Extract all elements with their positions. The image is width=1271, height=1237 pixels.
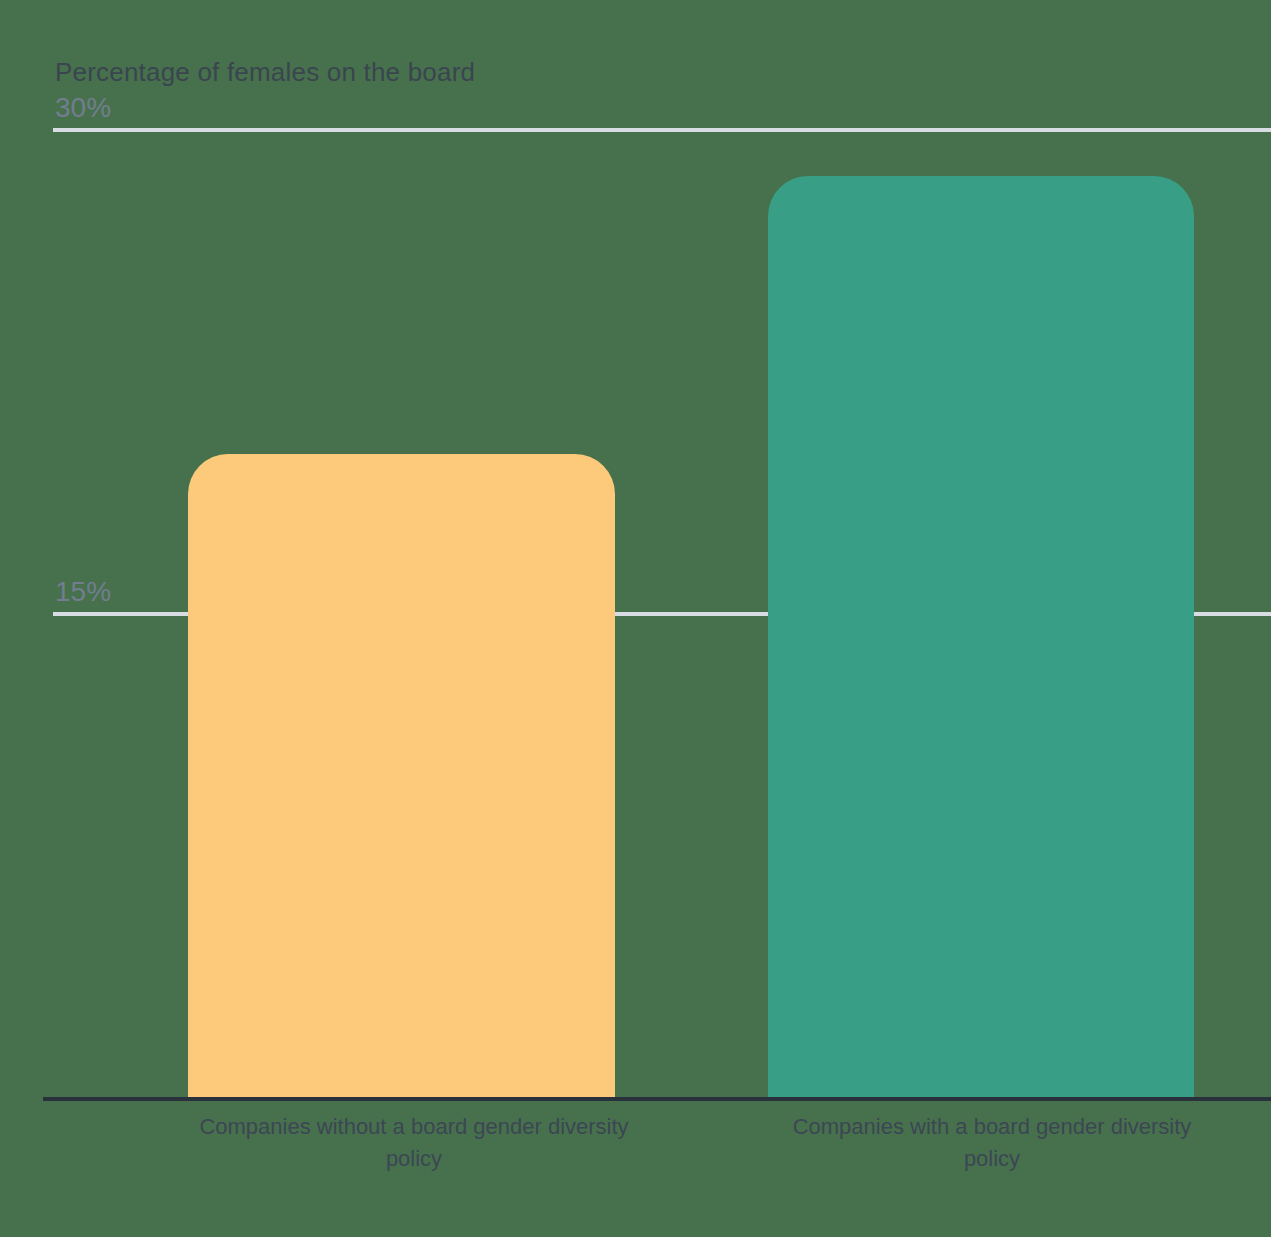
category-label-line1: Companies without a board gender diversi… — [134, 1111, 694, 1143]
x-axis-line — [43, 1097, 1271, 1101]
category-label-line2: policy — [134, 1143, 694, 1175]
bar-companies-with-policy — [768, 176, 1194, 1099]
y-tick-label-15: 15% — [55, 576, 111, 608]
category-label-with-policy: Companies with a board gender diversity … — [712, 1111, 1271, 1175]
category-label-without-policy: Companies without a board gender diversi… — [134, 1111, 694, 1175]
category-label-line1: Companies with a board gender diversity — [712, 1111, 1271, 1143]
gridline-30-percent — [53, 128, 1271, 132]
y-tick-label-30: 30% — [55, 92, 111, 124]
category-label-line2: policy — [712, 1143, 1271, 1175]
bar-chart: Percentage of females on the board 30% 1… — [0, 0, 1271, 1237]
bar-companies-without-policy — [188, 454, 615, 1099]
chart-title: Percentage of females on the board — [55, 57, 475, 88]
